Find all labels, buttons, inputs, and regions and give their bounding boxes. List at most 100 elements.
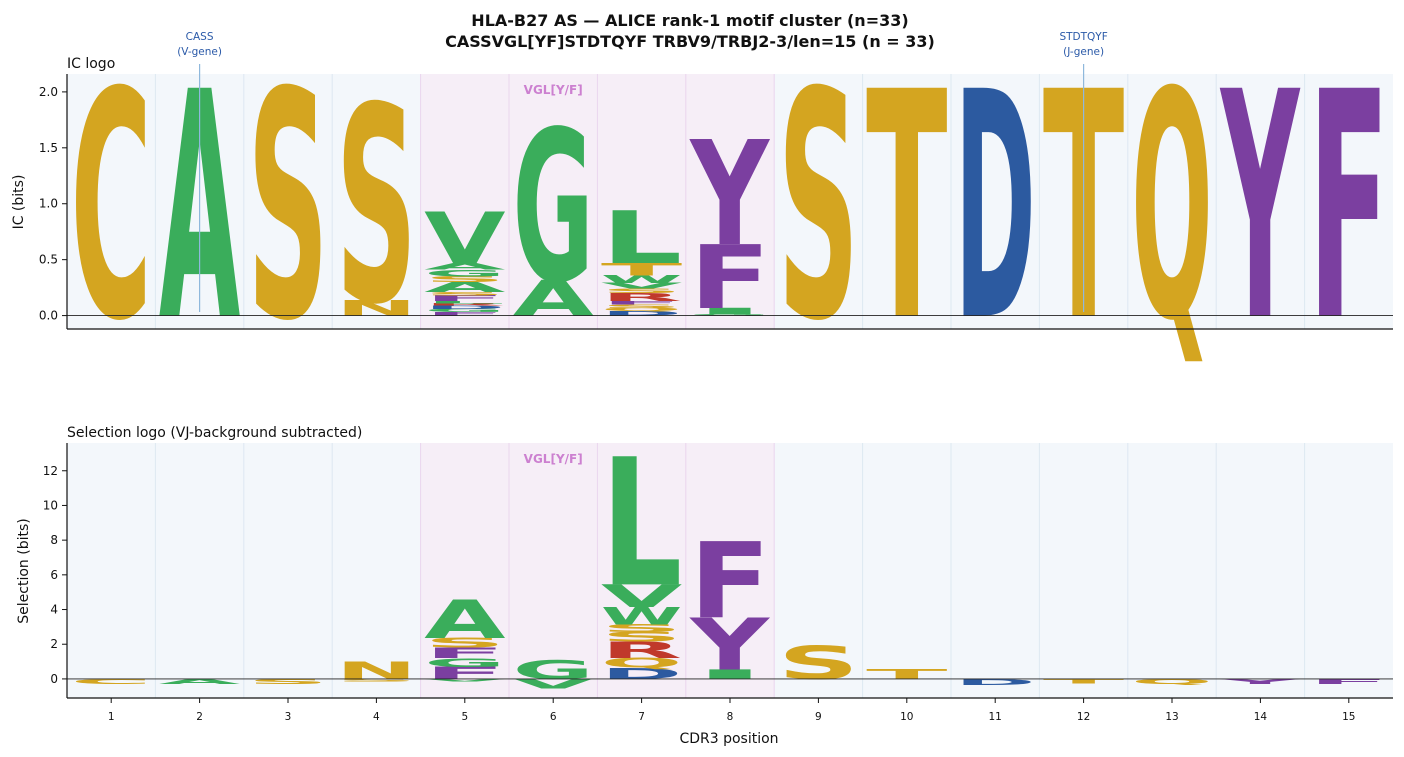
logo-letter-Q: Q [601,307,682,312]
gene-annotations: CASS (V-gene) STDTQYF (J-gene) [177,31,1108,312]
y-tick-label: 10 [43,498,58,512]
column-background [774,74,863,329]
logo-letter-N: N [336,657,417,685]
logo-letter-C: C [71,678,152,686]
column-background [1216,74,1305,329]
logo-letter-F: F [689,521,770,642]
logo-letter-W: W [601,273,682,285]
logo-letter-F: F [1308,25,1389,390]
column-background [685,443,775,698]
y-tick-label: 2 [50,637,58,651]
logo-letter-S: S [247,27,328,390]
column-background [67,74,156,329]
logo-letter-T: T [601,260,682,280]
column-background [685,74,775,329]
logo-letter-R: R [601,637,682,663]
logo-letter-G: G [513,655,594,685]
logo-letter-G: G [424,268,505,279]
column-background [420,74,509,329]
logo-letter-D: D [601,665,682,683]
logo-letter-A: A [513,271,595,328]
column-background [420,443,509,698]
logo-letter-V: V [601,579,682,615]
x-tick-label: 2 [196,711,203,723]
y-tick-label: 1.0 [39,197,58,211]
column-background [509,74,598,329]
annotation-label: CASS [186,31,214,43]
logo-letter-T: T [866,25,947,390]
logo-letter-A: A [424,279,505,295]
y-tick-label: 2.0 [39,85,58,99]
logo-letter-A: A [424,261,506,272]
logo-letter-D: D [955,677,1036,687]
logo-letter-T: T [1043,678,1125,685]
column-background [774,443,863,698]
figure-subtitle: CASSVGL[YF]STDTQYF TRBV9/TRBJ2-3/len=15 … [445,32,935,51]
logo-letter-Y: Y [1219,678,1301,686]
x-tick-label: 4 [373,711,380,723]
logo-letter-G: G [689,314,770,316]
x-tick-label: 5 [461,711,468,723]
logo-letter-A: A [159,678,241,686]
x-axis-label: CDR3 position [679,731,778,747]
column-background [951,443,1040,698]
column-background [1127,443,1217,698]
y-tick-label: 1.5 [39,141,58,155]
logo-letter-V: V [424,198,505,280]
ic-logo-title: IC logo [67,56,115,72]
logo-letter-Q: Q [1131,678,1212,686]
x-tick-label: 10 [900,711,913,723]
y-tick-label: 12 [43,464,58,478]
x-tick-label: 3 [285,711,292,723]
logo-letter-R: R [424,303,505,307]
column-background [1304,74,1393,329]
column-background [155,443,244,698]
logo-letter-R: R [601,291,682,304]
figure-title: HLA-B27 AS — ALICE rank-1 motif cluster … [471,11,908,30]
logo-letter-S: S [601,288,682,295]
y-tick-label: 0.0 [39,309,58,323]
column-background [243,74,333,329]
y-tick-label: 0.5 [39,253,58,267]
y-tick-label: 4 [50,603,58,617]
logo-letter-S: S [601,629,682,644]
column-background [951,74,1040,329]
selection-logo-title: Selection logo (VJ-background subtracted… [67,425,362,441]
logo-letter-Y: Y [1219,27,1300,390]
column-background [243,443,333,698]
logo-letter-V: V [601,282,683,291]
logo-letter-W: W [601,602,682,630]
logo-letter-D: D [424,305,505,310]
column-background [1304,443,1393,698]
x-tick-label: 11 [989,711,1002,723]
logo-letter-G: G [513,88,594,329]
y-tick-label: 0 [50,672,58,686]
annotation-sublabel: (J-gene) [1063,46,1104,58]
column-background [1039,443,1128,698]
logo-letter-T: T [866,667,948,682]
logo-letter-S: S [601,303,682,308]
ic-logo-region-label: VGL[Y/F] [524,83,583,97]
column-background [332,74,421,329]
logo-letter-S: S [424,275,505,284]
column-background [862,443,951,698]
logo-letter-I: I [689,667,770,682]
x-tick-label: 8 [727,711,734,723]
x-tick-label: 6 [550,711,557,723]
logo-letter-Y: Y [689,112,771,279]
logo-letter-G: G [424,308,505,313]
logo-letter-G: G [424,656,505,670]
logo-letter-D: D [601,310,682,317]
selection-logo-region-label: VGL[Y/F] [524,452,583,466]
logo-letter-F: F [424,645,505,662]
logo-letter-S: S [601,622,682,634]
logo-letter-L: L [424,300,505,304]
logo-letter-F: F [424,664,505,683]
logo-letter-V: V [513,676,594,691]
column-background [67,443,156,698]
logo-letter-F: F [424,294,505,303]
logo-letter-S: S [424,636,505,651]
annotation-label: STDTQYF [1059,31,1107,43]
